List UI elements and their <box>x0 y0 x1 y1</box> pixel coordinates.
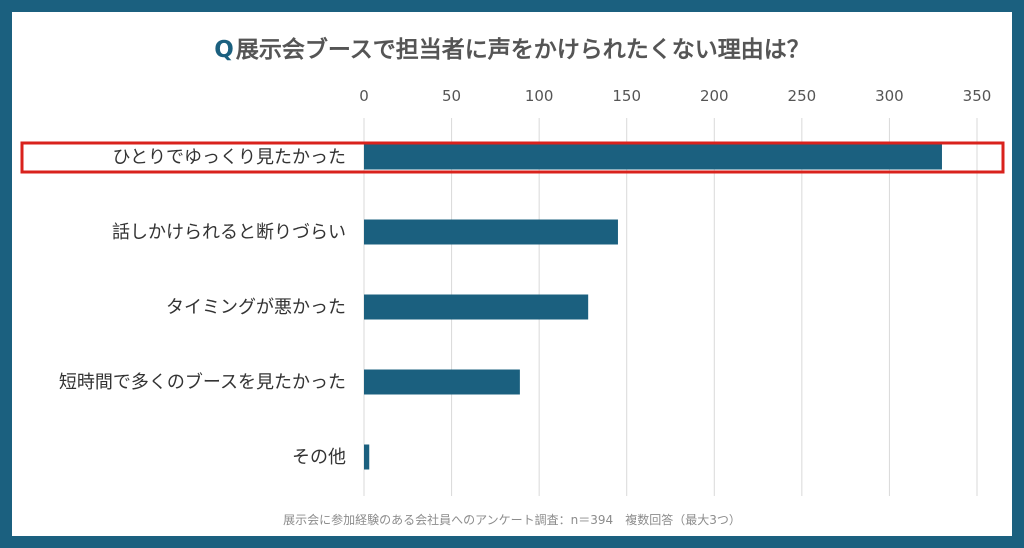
bar <box>364 219 618 245</box>
x-tick-label: 300 <box>875 87 904 105</box>
bar <box>364 444 370 470</box>
survey-footnote: 展示会に参加経験のある会社員へのアンケート調査：n＝394 複数回答（最大3つ） <box>283 513 741 527</box>
category-label: ひとりでゆっくり見たかった <box>113 147 346 168</box>
title-text: 展示会ブースで担当者に声をかけられたくない理由は？ <box>235 37 810 63</box>
chart-title: Q展示会ブースで担当者に声をかけられたくない理由は？ <box>0 30 1024 64</box>
x-tick-label: 100 <box>525 87 554 105</box>
category-label: その他 <box>292 447 346 468</box>
category-label: タイミングが悪かった <box>166 297 346 318</box>
x-tick-label: 250 <box>788 87 817 105</box>
x-tick-label: 150 <box>612 87 641 105</box>
x-tick-label: 350 <box>963 87 992 105</box>
bar <box>364 369 520 395</box>
bar <box>364 294 589 320</box>
title-q-mark: Q <box>214 37 234 63</box>
bar <box>364 144 942 170</box>
x-tick-label: 0 <box>359 87 369 105</box>
x-tick-label: 200 <box>700 87 729 105</box>
category-label: 話しかけられると断りづらい <box>112 222 346 243</box>
category-label: 短時間で多くのブースを見たかった <box>59 371 346 393</box>
x-tick-label: 50 <box>442 87 461 105</box>
highlight-box <box>20 141 1005 174</box>
